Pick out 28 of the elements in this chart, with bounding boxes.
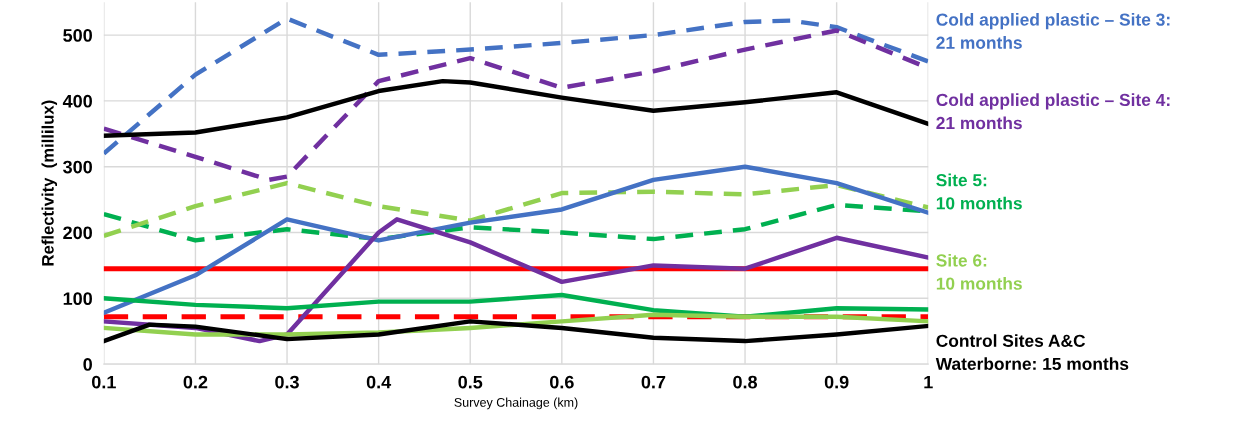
line-series (103, 164, 929, 316)
x-tick-label: 1 (924, 375, 933, 389)
x-tick-label: 0.1 (92, 375, 116, 389)
y-tick-label: 400 (62, 94, 92, 108)
x-tick-label: 0.8 (733, 375, 758, 389)
text: Site 6: 10 months (936, 253, 1022, 290)
line-series (103, 78, 929, 138)
y-tick-label: 300 (63, 160, 92, 174)
x-tick-label: 0.4 (366, 375, 392, 389)
line-series (103, 16, 929, 156)
x-tick-label: 0.3 (275, 375, 299, 389)
series-label: Site 5: 10 months (936, 173, 1022, 210)
y-axis-title: Reflectivity (millilux) (41, 100, 58, 266)
y-tick-label: 100 (63, 292, 92, 306)
x-tick-label: 0.9 (824, 375, 849, 389)
y-tick-label: 500 (63, 29, 92, 42)
line-series (103, 319, 929, 344)
x-tick-label: 0.7 (641, 375, 666, 389)
series-label: Cold applied plastic – Site 3: 21 months (936, 13, 1170, 49)
y-tick-label: 0 (83, 358, 92, 371)
text: Control Sites A&C Waterborne: 15 months (935, 334, 1129, 371)
x-axis-title: Survey Chainage (km) (454, 397, 578, 410)
line-series (103, 180, 929, 239)
x-tick-label: 0.5 (458, 375, 483, 389)
x-tick-label: 0.6 (550, 375, 574, 389)
y-tick-label: 200 (63, 226, 92, 240)
series-label: Cold applied plastic – Site 4: 21 months (936, 93, 1170, 130)
x-tick-label: 0.2 (183, 375, 208, 389)
